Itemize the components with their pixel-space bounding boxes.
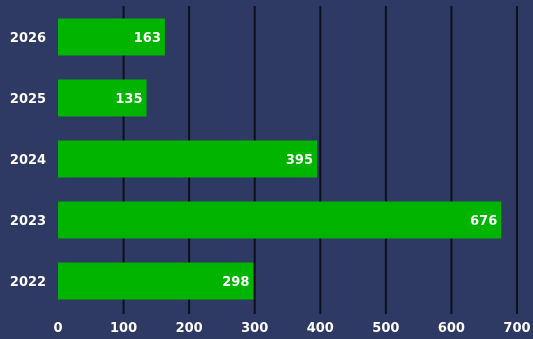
category-label-2022: 2022 [10, 275, 46, 290]
x-tick-label: 400 [307, 321, 334, 336]
bar-2023 [58, 201, 502, 239]
data-label-2026: 163 [134, 31, 161, 46]
bar-2024 [58, 140, 318, 178]
x-tick-label: 600 [438, 321, 465, 336]
category-label-2025: 2025 [10, 92, 46, 107]
data-label-2025: 135 [115, 92, 142, 107]
x-axis-tick-labels: 0 100 200 300 400 500 600 700 [53, 321, 530, 336]
data-label-2022: 298 [222, 275, 249, 290]
data-label-2024: 395 [286, 153, 313, 168]
data-label-2023: 676 [470, 214, 497, 229]
x-tick-label: 700 [503, 321, 530, 336]
x-tick-label: 0 [53, 321, 62, 336]
x-tick-label: 500 [372, 321, 399, 336]
bar-2022 [58, 262, 254, 300]
x-tick-label: 200 [176, 321, 203, 336]
category-label-2024: 2024 [10, 153, 46, 168]
category-label-2026: 2026 [10, 31, 46, 46]
bar-2026 [58, 18, 165, 56]
bars: 163 135 395 676 298 [58, 18, 502, 300]
category-label-2023: 2023 [10, 214, 46, 229]
x-tick-label: 300 [241, 321, 268, 336]
category-labels: 2026 2025 2024 2023 2022 [10, 31, 46, 290]
bar-2025 [58, 79, 147, 117]
x-tick-label: 100 [110, 321, 137, 336]
